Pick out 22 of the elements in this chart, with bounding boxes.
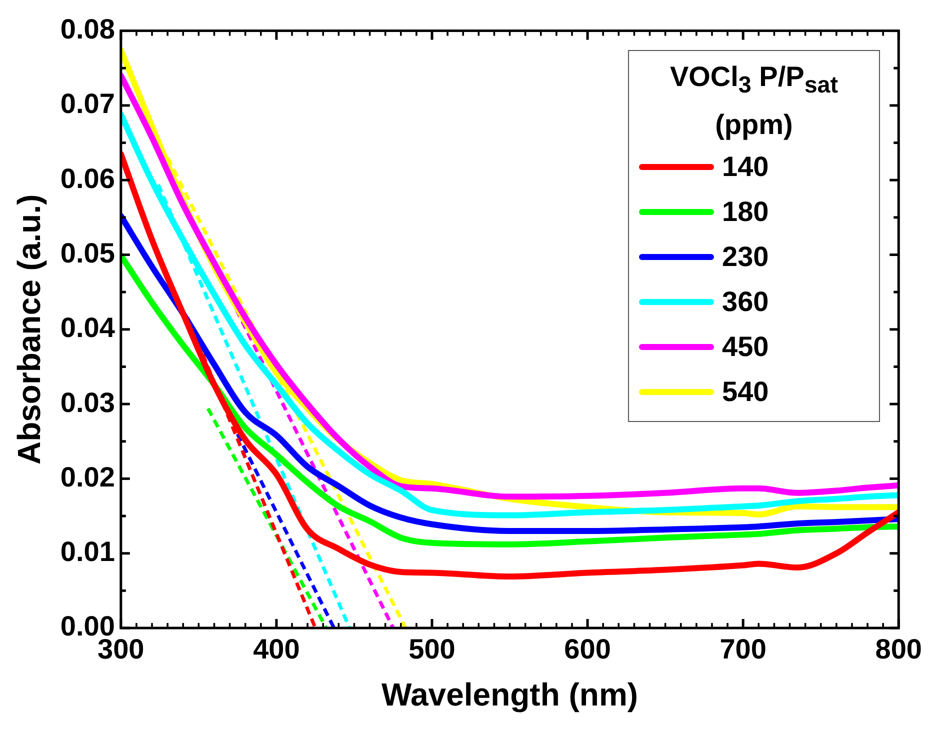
y-axis-title: Absorbance (a.u.) [11,194,48,465]
x-axis-title: Wavelength (nm) [381,676,638,713]
legend-label: 540 [722,376,769,408]
y-tick-label: 0.08 [60,14,115,45]
y-tick-label: 0.06 [60,162,115,194]
x-tick-label: 700 [720,634,766,665]
y-tick-label: 0.07 [60,88,115,120]
legend-label: 230 [722,241,769,274]
x-tick-label: 500 [408,634,456,665]
y-tick-label: 0.01 [60,536,115,568]
x-tick-label: 800 [875,634,922,665]
legend-label: 360 [722,286,769,318]
legend-label: 180 [722,196,769,228]
y-tick-label: 0.05 [60,237,115,268]
legend-title: VOCl$_{3}$ P/P$_{sat}$ (ppm) [668,60,840,142]
y-tick-label: 0.03 [60,386,115,418]
x-tick-label: 600 [564,634,611,665]
legend-label: 140 [722,151,769,184]
x-tick-label: 400 [253,634,300,665]
y-tick-label: 0.04 [60,312,116,344]
legend-label: 450 [722,331,769,364]
y-tick-label: 0.02 [60,461,115,492]
